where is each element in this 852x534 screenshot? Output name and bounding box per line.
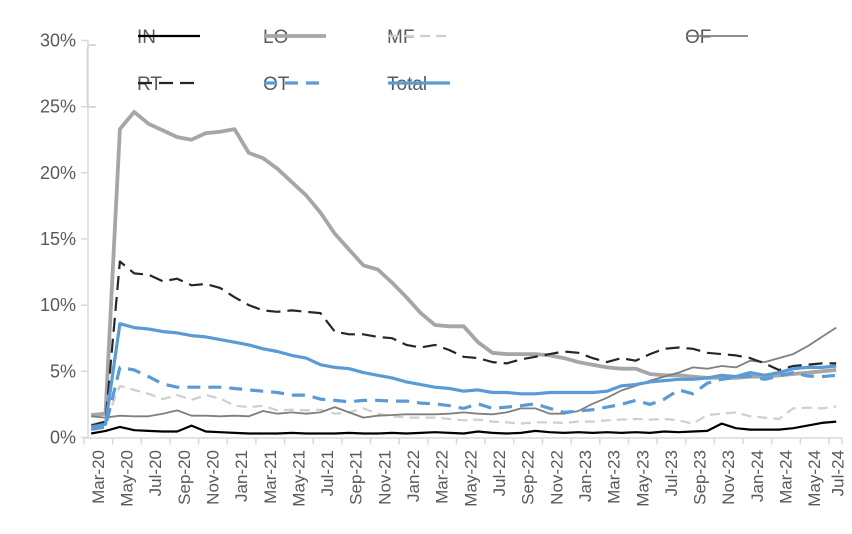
legend-item-of: OF: [685, 27, 748, 48]
legend-swatch-of: [686, 35, 748, 37]
svg-text:May-22: May-22: [461, 450, 480, 507]
svg-text:5%: 5%: [50, 361, 76, 381]
svg-text:Mar-20: Mar-20: [89, 450, 108, 504]
legend-item-total: Total: [387, 75, 450, 95]
svg-text:May-24: May-24: [805, 450, 824, 507]
legend-swatch-rt: [138, 81, 200, 85]
svg-text:Jan-22: Jan-22: [404, 450, 423, 502]
series-line-ot: [90, 365, 837, 432]
svg-text:15%: 15%: [40, 229, 76, 249]
legend-item-mf: MF: [387, 27, 450, 48]
legend-label-rt: RT: [137, 74, 162, 95]
svg-text:30%: 30%: [40, 30, 76, 50]
svg-text:Sep-23: Sep-23: [691, 450, 710, 505]
svg-text:Jul-20: Jul-20: [146, 450, 165, 496]
svg-text:Jul-23: Jul-23: [662, 450, 681, 496]
x-axis-labels: Mar-20 May-20 Jul-20 Sep-20 Nov-20 Jan-21 Mar-…: [89, 450, 848, 507]
legend-swatch-lo: [264, 34, 326, 38]
svg-text:Nov-21: Nov-21: [375, 450, 394, 505]
series-line-rt: [90, 260, 837, 427]
series-lines: [90, 110, 837, 435]
series-line-lo: [91, 110, 837, 417]
svg-text:Nov-20: Nov-20: [203, 450, 222, 505]
legend-swatch-ot: [264, 81, 326, 85]
legend-bracket: [86, 44, 96, 108]
svg-text:10%: 10%: [40, 295, 76, 315]
legend-label-in: IN: [137, 27, 156, 48]
y-axis-labels: 0% 5% 10% 15% 20% 25% 30%: [40, 30, 76, 447]
legend-item-in: IN: [137, 27, 200, 48]
svg-text:May-23: May-23: [633, 450, 652, 507]
svg-text:Jul-21: Jul-21: [318, 450, 337, 496]
svg-text:Mar-21: Mar-21: [261, 450, 280, 504]
svg-text:25%: 25%: [40, 97, 76, 117]
legend-swatch-total: [388, 81, 450, 85]
legend-swatch-in: [138, 34, 200, 38]
legend-label-mf: MF: [387, 27, 415, 48]
svg-text:Jan-23: Jan-23: [576, 450, 595, 502]
legend-swatch-mf: [388, 34, 450, 38]
series-line-mf: [90, 384, 837, 426]
svg-text:Sep-20: Sep-20: [175, 450, 194, 505]
legend-item-lo: LO: [263, 28, 326, 48]
svg-text:Mar-24: Mar-24: [777, 450, 796, 504]
svg-text:0%: 0%: [50, 428, 76, 448]
svg-text:Jul-24: Jul-24: [829, 450, 848, 496]
series-line-in: [91, 420, 837, 435]
svg-text:Nov-22: Nov-22: [547, 450, 566, 505]
legend-item-ot: OT: [263, 75, 326, 95]
svg-text:Jan-24: Jan-24: [748, 450, 767, 502]
legend-item-rt: RT: [137, 74, 200, 95]
svg-text:Jul-22: Jul-22: [490, 450, 509, 496]
svg-text:Jan-21: Jan-21: [232, 450, 251, 502]
svg-text:May-20: May-20: [117, 450, 136, 507]
svg-text:Mar-22: Mar-22: [433, 450, 452, 504]
svg-text:Sep-21: Sep-21: [347, 450, 366, 505]
svg-text:May-21: May-21: [289, 450, 308, 507]
svg-text:Sep-22: Sep-22: [519, 450, 538, 505]
axes: [81, 39, 843, 445]
svg-text:Nov-23: Nov-23: [719, 450, 738, 505]
series-line-total: [90, 322, 837, 429]
svg-text:20%: 20%: [40, 163, 76, 183]
legend-label-of: OF: [685, 27, 712, 48]
series-line-of: [91, 326, 837, 419]
svg-text:Mar-23: Mar-23: [605, 450, 624, 504]
